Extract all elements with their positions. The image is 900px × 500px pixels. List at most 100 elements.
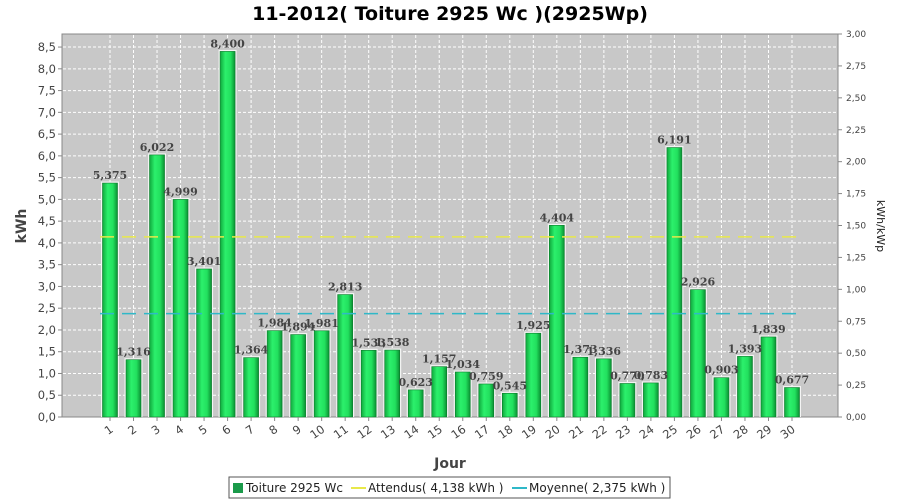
bar-value-label: 0,623 bbox=[398, 376, 432, 389]
bar bbox=[266, 330, 283, 418]
bar-value-label: 3,401 bbox=[187, 255, 221, 268]
bar-value-label: 8,400 bbox=[210, 37, 245, 50]
y-axis-left: 0,0 0,5 1,0 1,5 2,0 2,5 3,0 3,5 4,0 4,5 5,0 5,5 6,0 6… bbox=[38, 40, 62, 424]
x-tick-label: 7 bbox=[243, 422, 257, 438]
y-tick-label: 8,0 bbox=[38, 62, 56, 76]
y-axis-label: kWh bbox=[14, 209, 30, 244]
y-tick-label: 7,5 bbox=[38, 84, 56, 98]
x-tick-label: 12 bbox=[354, 422, 374, 442]
y-tick-label: 3,0 bbox=[38, 279, 56, 293]
bar bbox=[290, 334, 306, 418]
chart-title: 11-2012( Toiture 2925 Wc )(2925Wp) bbox=[252, 3, 648, 25]
x-tick-label: 17 bbox=[472, 422, 492, 442]
bar-value-label: 1,364 bbox=[234, 344, 269, 357]
bar bbox=[713, 377, 730, 418]
legend: Toiture 2925 Wc Attendus( 4,138 kWh ) Mo… bbox=[228, 476, 671, 499]
legend-box bbox=[228, 476, 671, 499]
y-right-tick-label: 2,75 bbox=[846, 62, 866, 72]
bar-value-label: 1,984 bbox=[257, 317, 292, 330]
bar bbox=[690, 289, 706, 418]
bar bbox=[784, 387, 800, 418]
bar bbox=[572, 356, 589, 418]
bar-value-label: 1,373 bbox=[563, 343, 597, 356]
y-tick-label: 1,5 bbox=[38, 345, 56, 359]
x-tick-label: 26 bbox=[684, 422, 704, 442]
x-tick-label: 29 bbox=[754, 422, 774, 442]
x-tick-label: 19 bbox=[519, 422, 539, 442]
y-tick-label: 6,0 bbox=[38, 149, 56, 163]
bar bbox=[102, 182, 118, 418]
bar-value-label: 0,783 bbox=[634, 369, 668, 382]
bar bbox=[125, 359, 142, 418]
y-right-tick-label: 2,00 bbox=[846, 158, 866, 168]
x-tick-label: 14 bbox=[401, 422, 421, 442]
bar-value-label: 1,034 bbox=[446, 358, 481, 371]
bar-value-label: 0,770 bbox=[610, 369, 645, 382]
x-tick-label: 27 bbox=[707, 422, 727, 442]
bar bbox=[454, 371, 471, 418]
y-right-tick-label: 1,75 bbox=[846, 190, 866, 200]
bar bbox=[243, 357, 259, 418]
bar-value-label: 6,191 bbox=[657, 134, 691, 147]
bar bbox=[478, 383, 495, 418]
y-tick-label: 2,5 bbox=[38, 301, 56, 315]
bar-value-label: 6,022 bbox=[140, 141, 174, 154]
legend-swatch-bars bbox=[233, 483, 243, 493]
x-tick-label: 6 bbox=[219, 422, 233, 438]
bar bbox=[596, 358, 612, 418]
x-tick-label: 11 bbox=[331, 422, 351, 442]
bar-value-label: 0,903 bbox=[704, 364, 738, 377]
x-tick-label: 13 bbox=[378, 422, 398, 442]
bar-value-label: 0,545 bbox=[493, 379, 527, 392]
y-axis-right: 0,00 0,25 0,50 0,75 1,00 1,25 1,50 1,75 2,00 2,25… bbox=[838, 30, 866, 423]
bar-value-label: 4,404 bbox=[540, 211, 575, 224]
y-tick-label: 7,0 bbox=[38, 105, 56, 119]
x-axis-label: Jour bbox=[433, 456, 466, 472]
x-axis: 1 2 3 4 5 6 7 8 9 10 11 12 13 14 15 16 17 18 19 20 21 22 23 24 2… bbox=[102, 417, 798, 442]
bar bbox=[360, 349, 377, 418]
x-tick-label: 10 bbox=[307, 422, 327, 442]
y-right-tick-label: 1,25 bbox=[846, 253, 866, 263]
y-tick-label: 0,5 bbox=[38, 388, 56, 402]
legend-label-bars: Toiture 2925 Wc bbox=[245, 481, 343, 495]
x-tick-label: 15 bbox=[425, 422, 445, 442]
bar bbox=[619, 383, 636, 418]
x-tick-label: 25 bbox=[660, 422, 680, 442]
bar bbox=[407, 389, 424, 418]
y-tick-label: 1,0 bbox=[38, 366, 56, 380]
bar-value-label: 1,925 bbox=[516, 319, 550, 332]
bar bbox=[219, 51, 236, 418]
bar-value-label: 1,336 bbox=[587, 345, 622, 358]
bar-value-label: 5,375 bbox=[93, 169, 127, 182]
bar-value-label: 4,999 bbox=[163, 185, 197, 198]
bar bbox=[196, 268, 212, 418]
x-tick-label: 23 bbox=[613, 422, 633, 442]
y-tick-label: 5,0 bbox=[38, 192, 56, 206]
bar-value-label: 0,759 bbox=[469, 370, 503, 383]
y-right-tick-label: 3,00 bbox=[846, 30, 866, 40]
bar bbox=[149, 154, 165, 418]
bar bbox=[643, 382, 659, 418]
y-tick-label: 6,5 bbox=[38, 127, 56, 141]
y-right-tick-label: 1,00 bbox=[846, 285, 866, 295]
y-right-tick-label: 0,25 bbox=[846, 381, 866, 391]
bar-value-label: 1,316 bbox=[116, 346, 151, 359]
x-tick-label: 22 bbox=[590, 422, 610, 442]
bar bbox=[172, 199, 189, 418]
x-tick-label: 24 bbox=[637, 422, 657, 442]
x-tick-label: 5 bbox=[196, 422, 210, 438]
bar bbox=[549, 225, 565, 418]
bar-value-label: 1,981 bbox=[304, 317, 338, 330]
legend-label-average: Moyenne( 2,375 kWh ) bbox=[529, 481, 665, 495]
y-right-tick-label: 0,75 bbox=[846, 317, 866, 327]
x-tick-label: 30 bbox=[778, 422, 798, 442]
y-right-tick-label: 0,50 bbox=[846, 349, 866, 359]
bar bbox=[313, 330, 330, 418]
x-tick-label: 20 bbox=[543, 422, 563, 442]
x-tick-label: 28 bbox=[731, 422, 751, 442]
y-tick-label: 4,5 bbox=[38, 214, 56, 228]
x-tick-label: 2 bbox=[125, 422, 139, 438]
bar bbox=[760, 336, 777, 418]
bar-value-label: 1,839 bbox=[751, 323, 785, 336]
bar-value-label: 2,813 bbox=[328, 281, 362, 294]
